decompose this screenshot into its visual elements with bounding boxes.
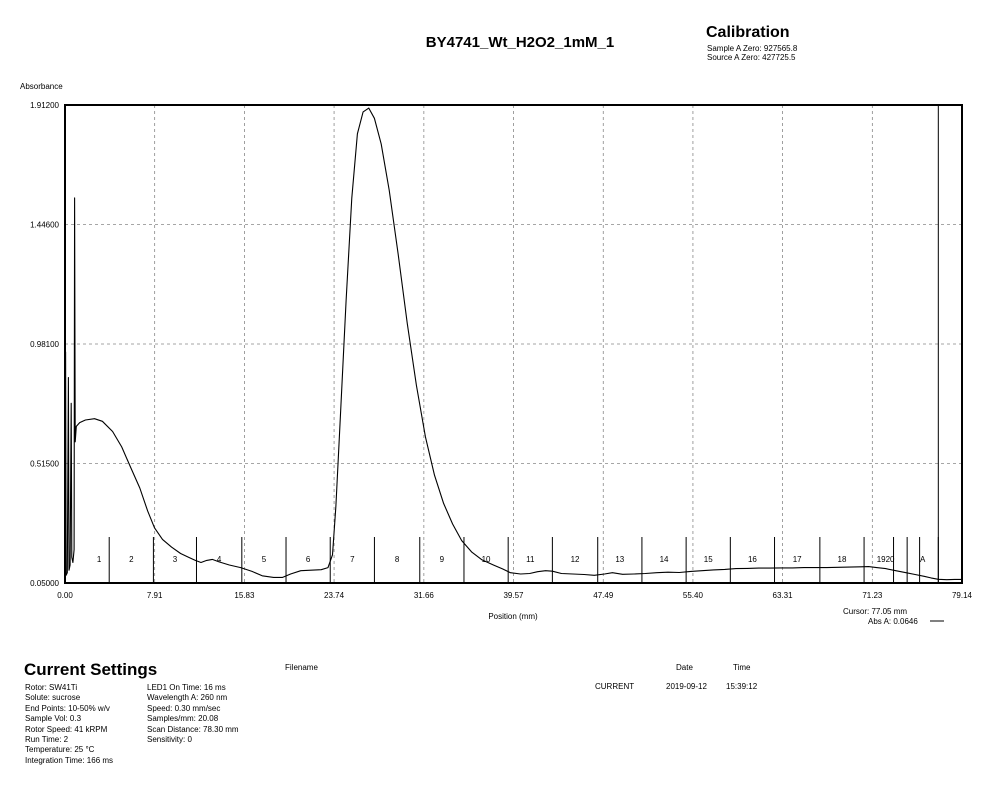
cursor-position-readout: Cursor: 77.05 mm	[843, 607, 907, 616]
fraction-label: 7	[350, 555, 355, 564]
gridlines	[65, 105, 962, 583]
cursor-absorbance-readout: Abs A: 0.0646	[868, 617, 918, 626]
fraction-label: 1	[97, 555, 102, 564]
fraction-label: 5	[262, 555, 267, 564]
absorbance-trace	[64, 107, 962, 581]
fraction-label: 13	[615, 555, 624, 564]
fraction-label: 1920	[877, 555, 895, 564]
setting-sensitivity: Sensitivity: 0	[147, 735, 192, 745]
x-tick-label: 0.00	[57, 591, 73, 600]
x-tick-label: 39.57	[503, 591, 524, 600]
setting-rotor: Rotor: SW41Ti	[25, 683, 78, 692]
fraction-label: 15	[704, 555, 713, 564]
y-tick-label: 0.05000	[30, 579, 59, 588]
filename-header: Filename	[285, 663, 318, 672]
fraction-label: 18	[838, 555, 847, 564]
fraction-label: 14	[660, 555, 669, 564]
setting-solute: Solute: sucrose	[25, 693, 81, 703]
fraction-label: 16	[748, 555, 757, 564]
setting-rotor-speed: Rotor Speed: 41 kRPM	[25, 724, 108, 734]
setting-led-on-time: LED1 On Time: 16 ms	[147, 683, 226, 692]
setting-speed: Speed: 0.30 mm/sec	[147, 703, 221, 713]
y-tick-label: 1.91200	[30, 101, 59, 110]
y-axis-label: Absorbance	[20, 82, 63, 91]
fraction-label: 12	[571, 555, 580, 564]
setting-scan-distance: Scan Distance: 78.30 mm	[147, 724, 239, 734]
fraction-label: 8	[395, 555, 400, 564]
x-tick-label: 71.23	[862, 591, 883, 600]
setting-samples-per-mm: Samples/mm: 20.08	[147, 714, 219, 724]
filename-value: CURRENT	[595, 682, 635, 691]
setting-wavelength: Wavelength A: 260 nm	[147, 693, 228, 703]
setting-run-time: Run Time: 2	[25, 735, 69, 745]
settings-heading: Current Settings	[24, 660, 158, 679]
setting-end-points: End Points: 10-50% w/v	[25, 703, 110, 713]
date-header: Date	[676, 663, 693, 672]
x-tick-label: 23.74	[324, 591, 345, 600]
fraction-markers: 1 2 3 4 5 6 7 8 9 10 11 12 13 14 15 16 17 18 1920 A	[97, 537, 939, 583]
sample-zero-readout: Sample A Zero: 927565.8	[707, 44, 798, 53]
fraction-label: 3	[173, 555, 178, 564]
date-value: 2019-09-12	[666, 682, 707, 691]
x-tick-label: 31.66	[414, 591, 435, 600]
source-zero-readout: Source A Zero: 427725.5	[707, 53, 796, 62]
settings-column-1: Rotor: SW41Ti Solute: sucrose End Points…	[25, 683, 113, 766]
fraction-label: 11	[526, 555, 535, 564]
fraction-label: 6	[306, 555, 311, 564]
tick-labels: 0.00 7.91 15.83 23.74 31.66 39.57 47.49 55.40 63…	[30, 101, 972, 600]
chart-title: BY4741_Wt_H2O2_1mM_1	[425, 34, 615, 51]
y-tick-label: 0.98100	[30, 340, 59, 349]
setting-sample-vol: Sample Vol: 0.3	[25, 714, 82, 724]
x-tick-label: 55.40	[683, 591, 704, 600]
x-tick-label: 79.14	[952, 591, 973, 600]
setting-temperature: Temperature: 25 °C	[25, 745, 95, 755]
time-value: 15:39:12	[726, 682, 758, 691]
x-tick-label: 7.91	[147, 591, 163, 600]
absorbance-chart[interactable]: 1 2 3 4 5 6 7 8 9 10 11 12 13 14 15 16 17 18 1920 A 0.00 7.9…	[0, 0, 1002, 650]
x-tick-label: 63.31	[773, 591, 794, 600]
plot-frame	[64, 104, 963, 584]
y-tick-label: 0.51500	[30, 460, 59, 469]
fraction-label: A	[920, 555, 926, 564]
settings-column-2: LED1 On Time: 16 ms Wavelength A: 260 nm…	[147, 683, 239, 745]
setting-integration-time: Integration Time: 166 ms	[25, 755, 114, 765]
fraction-label: 2	[129, 555, 134, 564]
fraction-label: 17	[793, 555, 802, 564]
x-tick-label: 47.49	[593, 591, 614, 600]
time-header: Time	[733, 663, 751, 672]
series-layer	[64, 107, 962, 581]
fraction-label: 4	[217, 555, 222, 564]
fraction-label: 9	[440, 555, 445, 564]
x-tick-label: 15.83	[234, 591, 255, 600]
calibration-heading: Calibration	[706, 24, 790, 41]
fraction-label: 10	[482, 555, 491, 564]
x-axis-label: Position (mm)	[488, 612, 538, 621]
y-tick-label: 1.44600	[30, 221, 59, 230]
